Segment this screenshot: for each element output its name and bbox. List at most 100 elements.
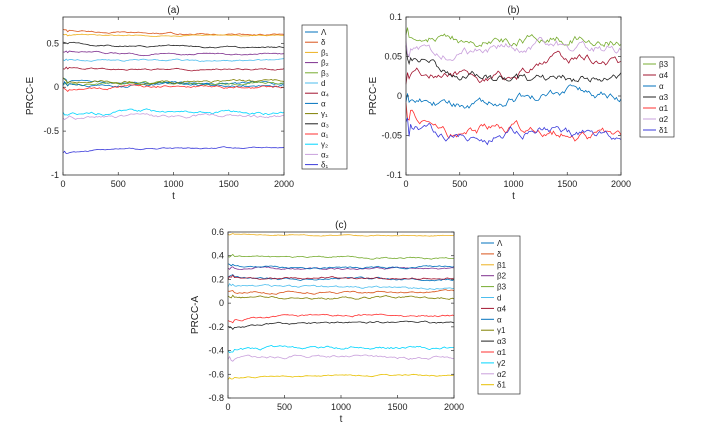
x-tick-label: 2000 [611,179,631,189]
legend-entry: γ₁ [321,110,328,119]
y-tick-label: 0.2 [211,274,224,284]
y-axis-label: PRCC-E [25,77,36,116]
legend-entry: β₃ [321,69,329,78]
series-line-2 [227,289,455,295]
x-tick-label: 500 [452,179,467,189]
y-tick-label: -0.05 [381,131,402,141]
series-line-6 [62,58,285,62]
series-line-6 [227,282,455,291]
series-line-3 [227,233,455,237]
legend-entry: α3 [497,337,507,346]
series-line-9 [62,77,285,85]
x-tick-label: 1000 [331,402,351,412]
legend-entry: α3 [659,93,669,102]
panel-title: (a) [167,5,179,16]
x-tick-label: 1000 [503,179,523,189]
series-line-3 [405,84,622,109]
series-lines [227,233,455,380]
y-tick-label: 0.1 [389,12,402,22]
x-axis-label: t [172,191,175,202]
legend-entry: δ₁ [321,161,328,170]
y-axis-label: PRCC-A [190,296,201,335]
x-tick-label: 500 [277,402,292,412]
legend-entry: γ2 [497,359,506,368]
series-line-4 [227,266,455,271]
y-tick-label: -1 [51,170,59,180]
y-tick-label: 0.4 [211,251,224,261]
legend-entry: β₁ [321,48,329,57]
legend-frame [477,235,521,395]
series-line-5 [405,102,622,142]
legend-entry: δ [321,38,326,47]
legend-entry: β3 [497,283,507,292]
series-line-7 [405,117,622,146]
series-line-11 [227,313,455,324]
legend-entry: Λ [497,239,503,248]
legend-entry: γ₂ [321,140,328,149]
legend-entry: δ1 [497,381,506,390]
x-tick-label: 500 [111,179,126,189]
series-line-9 [227,294,455,300]
legend-entry: α4 [497,304,507,313]
series-line-14 [227,373,455,380]
series-line-7 [227,274,455,280]
series-line-10 [62,41,285,49]
legend-entry: β3 [659,60,669,69]
x-tick-label: 0 [60,179,65,189]
legend-entry: β₂ [321,59,329,68]
legend-entry: Λ [321,28,327,37]
series-line-13 [227,354,455,362]
panel-2: 0 500 1000 1500 2000 -0.1 -0.05 0 0.05 0.1 (b) t PRC… [368,5,675,202]
y-tick-label: -0.1 [386,170,402,180]
series-line-14 [62,146,285,155]
legend-entry: δ [497,250,502,259]
y-tick-label: -0.8 [208,393,224,403]
series-line-1 [227,274,455,282]
y-tick-label: 0.05 [384,52,402,62]
x-tick-label: 1500 [219,179,239,189]
series-line-8 [227,263,455,270]
y-tick-label: 0.5 [46,38,59,48]
series-lines [405,27,622,146]
legend-frame [301,24,348,170]
legend-entry: α2 [497,370,507,379]
y-tick-label: -0.2 [208,322,224,332]
series-line-5 [227,253,455,260]
y-tick-label: 0 [219,298,224,308]
x-axis-label: t [340,414,343,425]
series-line-10 [227,320,455,331]
y-tick-label: -0.5 [43,126,59,136]
series-line-8 [62,80,285,88]
legend-entry: β1 [497,261,507,270]
series-line-2 [62,29,285,36]
x-tick-label: 2000 [444,402,464,412]
series-line-12 [227,344,454,354]
legend-entry: γ1 [497,326,506,335]
panel-3: 0 500 1000 1500 2000 -0.8 -0.6 -0.4 -0.2 0 0.2 0.4 0… [190,220,521,425]
legend-entry: d [321,79,325,88]
legend-entry: α₃ [321,120,329,129]
panel-title: (c) [335,220,347,231]
legend-entry: α2 [659,115,669,124]
series-line-4 [405,45,622,83]
y-tick-label: -0.6 [208,369,224,379]
y-tick-label: -0.4 [208,346,224,356]
legend-entry: α1 [497,348,507,357]
legend-entry: α [321,99,326,108]
legend-entry: β2 [497,272,507,281]
y-tick-label: 0.6 [211,227,224,237]
series-line-12 [62,108,285,116]
plot-area-frame [227,231,455,399]
x-axis-label: t [512,191,515,202]
legend-entry: α [659,82,664,91]
series-line-4 [62,50,285,57]
x-tick-label: 1500 [557,179,577,189]
x-tick-label: 0 [225,402,230,412]
series-line-1 [405,27,622,48]
y-tick-label: 0 [397,91,402,101]
legend-entry: δ1 [659,126,668,135]
legend: β3 α4 α α3 α1 α2 δ1 [639,56,675,138]
series-line-7 [62,66,285,72]
